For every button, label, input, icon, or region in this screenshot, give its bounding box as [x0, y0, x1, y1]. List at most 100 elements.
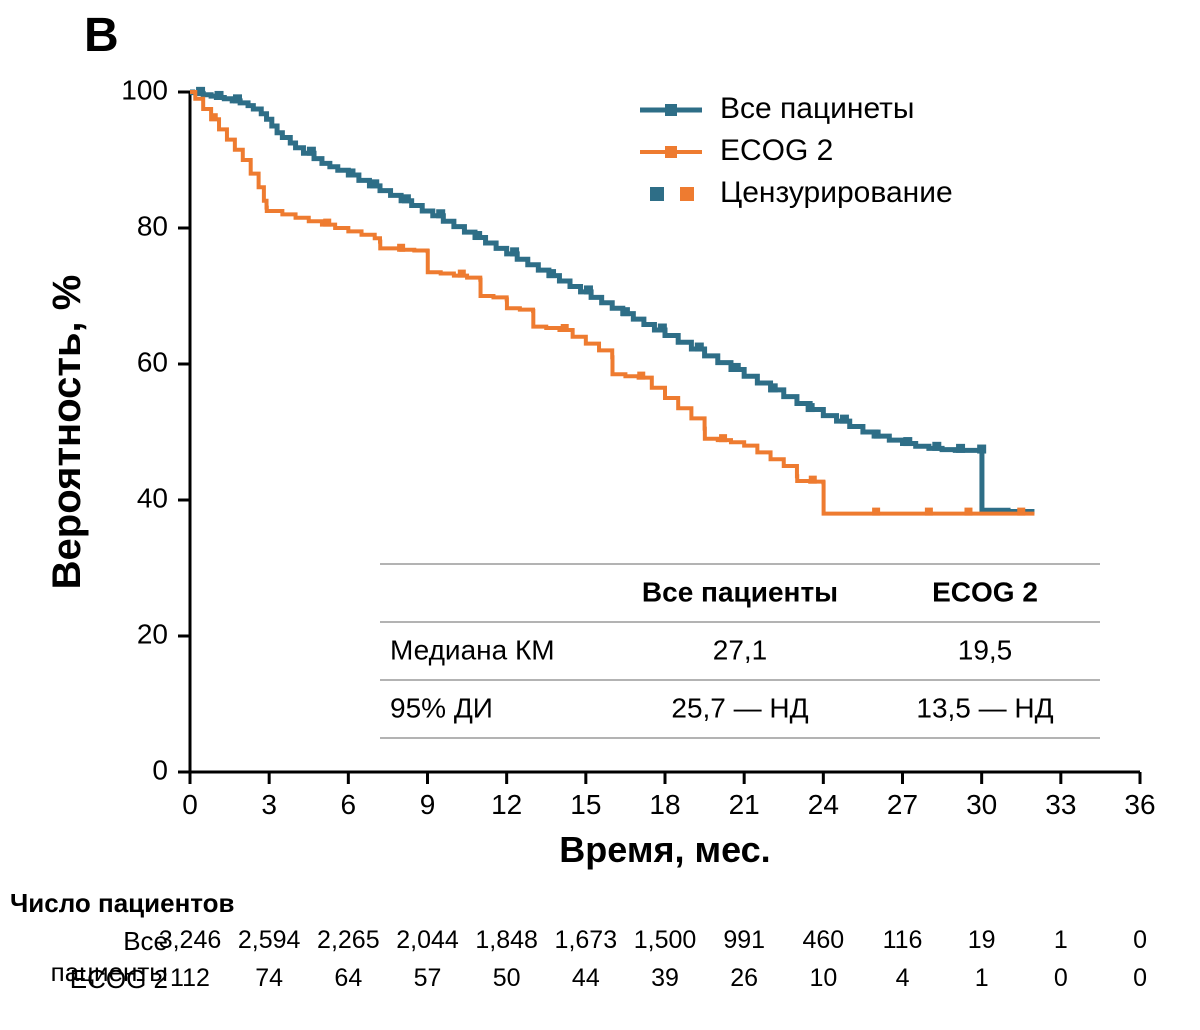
- x-tick-label: 0: [182, 789, 198, 820]
- risk-table-caption: Число пациентов: [10, 888, 235, 919]
- censor-mark-all: [658, 324, 667, 333]
- risk-cell: 2,594: [230, 926, 309, 955]
- x-tick-label: 36: [1124, 789, 1155, 820]
- inset-cell: 27,1: [713, 635, 768, 666]
- risk-cell: 0: [1100, 926, 1179, 955]
- censor-mark-ecog2: [925, 508, 933, 516]
- risk-cell: 2,044: [388, 926, 467, 955]
- censor-mark-ecog2: [637, 372, 645, 380]
- x-tick-label: 18: [649, 789, 680, 820]
- censor-mark-all: [769, 383, 778, 392]
- risk-cell: 26: [705, 964, 784, 993]
- legend: Все пацинеты ECOG 2 Цензурирование: [640, 92, 953, 209]
- censor-mark-all: [695, 343, 704, 352]
- inset-row-label: 95% ДИ: [390, 693, 493, 724]
- inset-cell: 13,5 — НД: [916, 693, 1053, 724]
- risk-cell: 1,500: [625, 926, 704, 955]
- risk-cell: 0: [1021, 964, 1100, 993]
- censor-mark-all: [346, 168, 355, 177]
- risk-cell: 1: [942, 964, 1021, 993]
- risk-cell: 1,848: [467, 926, 546, 955]
- inset-col-header: Все пациенты: [642, 577, 838, 608]
- censor-mark-ecog2: [964, 508, 972, 516]
- risk-cell: 44: [546, 964, 625, 993]
- legend-censor-swatch: [680, 187, 694, 201]
- censor-mark-all: [977, 445, 986, 454]
- panel-letter: В: [84, 8, 119, 63]
- censor-mark-all: [903, 437, 912, 446]
- censor-mark-all: [510, 247, 519, 256]
- risk-cell: 1: [1021, 926, 1100, 955]
- km-chart: 0204060801000369121518212427303336Вероят…: [0, 0, 1200, 1030]
- legend-marker: [665, 146, 677, 158]
- y-tick-label: 20: [137, 618, 168, 649]
- legend-marker: [665, 104, 677, 116]
- risk-cell: 64: [309, 964, 388, 993]
- censor-mark-ecog2: [397, 244, 405, 252]
- risk-cell: 460: [784, 926, 863, 955]
- risk-cell: 112: [150, 964, 229, 993]
- inset-row-label: Медиана КМ: [390, 635, 555, 666]
- censor-mark-ecog2: [210, 113, 218, 121]
- censor-mark-all: [215, 91, 224, 100]
- x-tick-label: 6: [341, 789, 357, 820]
- risk-cell: 74: [230, 964, 309, 993]
- censor-mark-ecog2: [458, 270, 466, 278]
- censor-mark-all: [732, 363, 741, 372]
- censor-mark-all: [872, 430, 881, 439]
- km-curve-all: [190, 92, 1034, 512]
- censor-mark-ecog2: [1017, 508, 1025, 516]
- inset-col-header: ECOG 2: [932, 577, 1038, 608]
- censor-mark-all: [436, 209, 445, 218]
- censor-mark-ecog2: [719, 434, 727, 442]
- censor-mark-ecog2: [323, 219, 331, 227]
- y-axis-label: Вероятность, %: [45, 275, 89, 590]
- y-tick-label: 60: [137, 346, 168, 377]
- y-tick-label: 80: [137, 210, 168, 241]
- risk-row-label: ECOG 2: [0, 964, 168, 995]
- censor-mark-ecog2: [561, 324, 569, 332]
- censor-mark-all: [806, 403, 815, 412]
- risk-cell: 4: [863, 964, 942, 993]
- risk-cell: 3,246: [150, 926, 229, 955]
- x-tick-label: 21: [729, 789, 760, 820]
- risk-cell: 991: [705, 926, 784, 955]
- y-tick-label: 100: [121, 74, 168, 105]
- x-tick-label: 3: [261, 789, 277, 820]
- x-tick-label: 9: [420, 789, 436, 820]
- legend-label: Все пацинеты: [720, 92, 914, 125]
- inset-cell: 25,7 — НД: [671, 693, 808, 724]
- x-axis-label: Время, мес.: [559, 829, 770, 870]
- censor-mark-all: [473, 231, 482, 240]
- x-tick-label: 27: [887, 789, 918, 820]
- risk-cell: 19: [942, 926, 1021, 955]
- risk-cell: 1,673: [546, 926, 625, 955]
- risk-cell: 10: [784, 964, 863, 993]
- inset-cell: 19,5: [958, 635, 1013, 666]
- censor-mark-all: [547, 269, 556, 278]
- risk-cell: 116: [863, 926, 942, 955]
- censor-mark-all: [840, 415, 849, 424]
- censor-mark-all: [233, 94, 242, 103]
- censor-mark-all: [621, 307, 630, 316]
- x-tick-label: 12: [491, 789, 522, 820]
- legend-censor-swatch: [650, 187, 664, 201]
- censor-mark-ecog2: [809, 476, 817, 484]
- risk-cell: 2,265: [309, 926, 388, 955]
- risk-cell: 39: [625, 964, 704, 993]
- censor-mark-all: [196, 87, 205, 96]
- censor-mark-all: [932, 442, 941, 451]
- legend-label: Цензурирование: [720, 176, 953, 209]
- censor-mark-all: [307, 147, 316, 156]
- risk-cell: 50: [467, 964, 546, 993]
- y-tick-label: 0: [152, 754, 168, 785]
- censor-mark-all: [402, 194, 411, 203]
- x-tick-label: 33: [1045, 789, 1076, 820]
- y-tick-label: 40: [137, 482, 168, 513]
- x-tick-label: 30: [966, 789, 997, 820]
- censor-mark-all: [370, 179, 379, 188]
- censor-mark-all: [584, 285, 593, 294]
- x-tick-label: 24: [808, 789, 839, 820]
- risk-cell: 0: [1100, 964, 1179, 993]
- legend-label: ECOG 2: [720, 134, 833, 167]
